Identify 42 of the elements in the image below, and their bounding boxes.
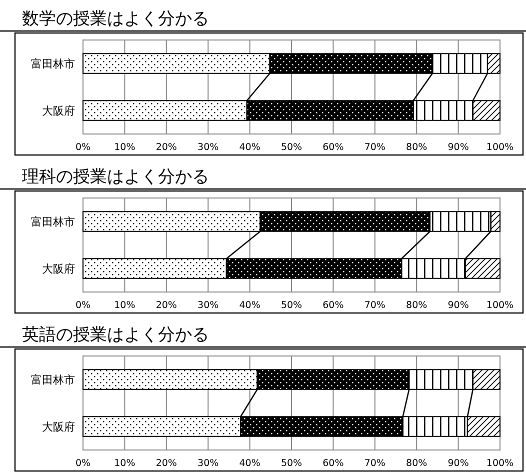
xtick10: 100%	[486, 300, 514, 311]
xtick7: 70%	[364, 458, 386, 469]
xtick0: 0%	[75, 458, 91, 469]
y-tick-label: 大阪府	[42, 262, 75, 276]
xtick4: 40%	[239, 300, 260, 311]
xtick8: 80%	[406, 300, 428, 311]
xtick8: 80%	[406, 142, 428, 153]
xtick7: 70%	[364, 142, 386, 153]
chart-title: 数学の授業はよく分かる	[22, 9, 209, 29]
chart-title: 英語の授業はよく分かる	[22, 325, 209, 345]
xtick0: 0%	[75, 300, 91, 311]
xtick7: 70%	[364, 300, 386, 311]
xtick4: 40%	[239, 142, 260, 153]
y-tick-label: 富田林市	[31, 58, 75, 70]
xtick10: 100%	[486, 142, 514, 153]
xtick0: 0%	[75, 142, 91, 153]
xtick2: 20%	[156, 300, 177, 311]
xtick6: 60%	[322, 142, 344, 153]
xtick8: 80%	[406, 458, 428, 469]
xtick9: 90%	[448, 458, 469, 469]
xtick2: 20%	[156, 142, 177, 153]
xtick1: 10%	[114, 300, 136, 311]
xtick2: 20%	[156, 458, 177, 469]
xtick5: 50%	[280, 142, 302, 153]
xtick5: 50%	[280, 300, 302, 311]
xtick3: 30%	[198, 300, 219, 311]
chart-title: 理科の授業はよく分かる	[22, 167, 209, 187]
xtick5: 50%	[280, 458, 302, 469]
y-tick-label: 大阪府	[42, 104, 75, 118]
xtick9: 90%	[448, 300, 469, 311]
xtick10: 100%	[486, 458, 514, 469]
xtick6: 60%	[322, 458, 344, 469]
xtick4: 40%	[239, 458, 260, 469]
y-tick-label: 富田林市	[31, 216, 75, 228]
xtick6: 60%	[322, 300, 344, 311]
y-tick-label: 富田林市	[31, 374, 75, 386]
xtick3: 30%	[198, 142, 219, 153]
xtick1: 10%	[114, 458, 136, 469]
xtick1: 10%	[114, 142, 136, 153]
y-tick-label: 大阪府	[42, 420, 75, 434]
xtick3: 30%	[198, 458, 219, 469]
xtick9: 90%	[448, 142, 469, 153]
